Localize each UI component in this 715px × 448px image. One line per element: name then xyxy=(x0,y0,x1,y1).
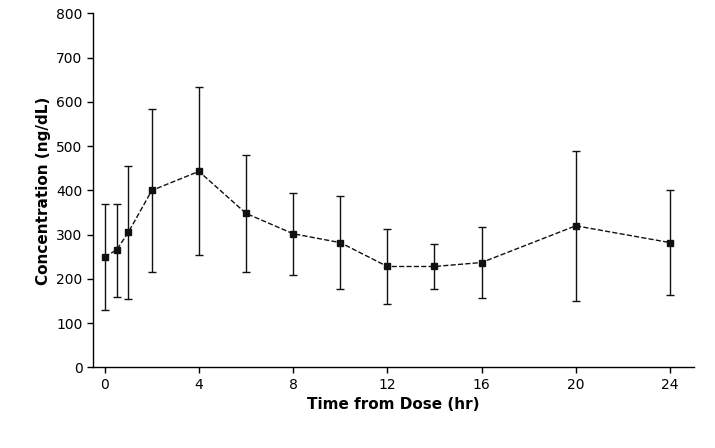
Y-axis label: Concentration (ng/dL): Concentration (ng/dL) xyxy=(36,96,51,284)
X-axis label: Time from Dose (hr): Time from Dose (hr) xyxy=(307,397,480,412)
